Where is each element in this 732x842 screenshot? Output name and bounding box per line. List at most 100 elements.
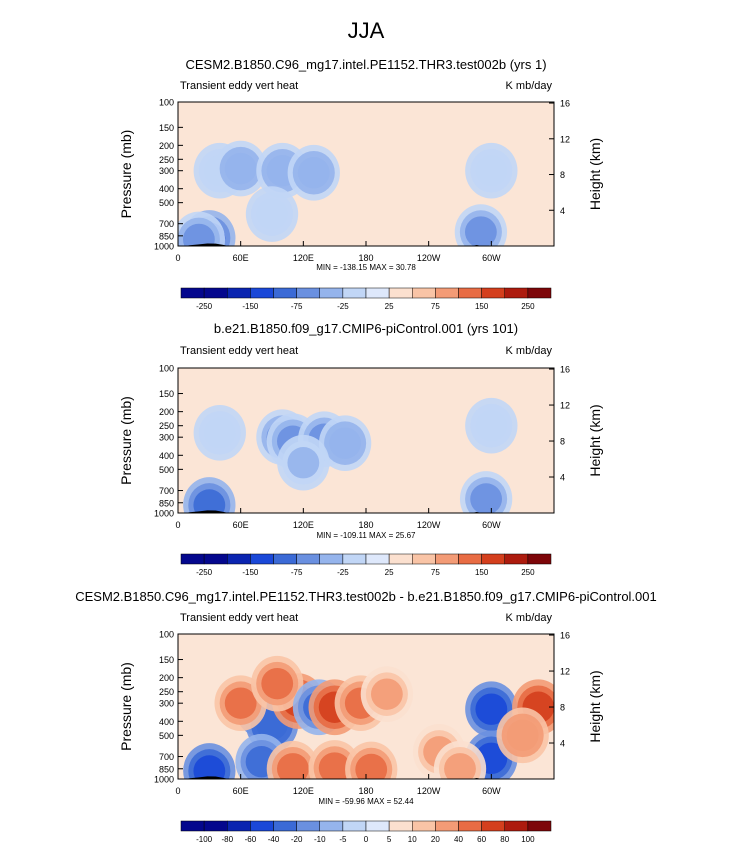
units-label: K mb/day — [506, 345, 553, 357]
panel-1: CESM2.B1850.C96_mg17.intel.PE1152.THR3.t… — [118, 57, 603, 311]
colorbar-box — [296, 287, 320, 299]
x-tick-label: 60E — [233, 520, 249, 530]
y-tick-label: 250 — [159, 155, 174, 165]
heatmap-field — [178, 102, 554, 246]
y-tick-label: 500 — [159, 465, 174, 475]
y-right-tick-label: 16 — [560, 99, 570, 109]
colorbar-label: -25 — [337, 568, 349, 577]
x-tick-label: 180 — [358, 786, 373, 796]
y-right-tick-label: 12 — [560, 667, 570, 677]
y-tick-label: 300 — [159, 699, 174, 709]
colorbar-label: -250 — [196, 568, 213, 577]
y-right-tick-label: 12 — [560, 134, 570, 144]
x-tick-label: 120W — [417, 786, 441, 796]
units-label: K mb/day — [506, 80, 553, 92]
y-right-tick-label: 4 — [560, 473, 565, 483]
x-tick-label: 180 — [358, 253, 373, 263]
colorbar-label: -100 — [196, 835, 213, 842]
colorbar-box — [435, 820, 459, 832]
colorbar-box — [203, 287, 228, 299]
y-tick-label: 1000 — [154, 509, 174, 519]
colorbar-label: 60 — [477, 835, 486, 842]
colorbar-box — [388, 553, 413, 565]
colorbar-box — [481, 553, 505, 565]
colorbar-box — [250, 553, 274, 565]
colorbar-box — [180, 553, 205, 565]
colorbar-box — [250, 820, 274, 832]
colorbar-label: 100 — [521, 835, 535, 842]
colorbar-box — [458, 820, 482, 832]
colorbar-box — [504, 287, 529, 299]
y-tick-label: 100 — [159, 630, 174, 640]
colorbar-label: -75 — [291, 302, 303, 311]
colorbar-label: 10 — [408, 835, 417, 842]
x-tick-label: 0 — [175, 786, 180, 796]
panel-2: b.e21.B1850.f09_g17.CMIP6-piControl.001 … — [118, 321, 603, 577]
colorbar-box — [527, 287, 552, 299]
contour-feature — [182, 223, 215, 246]
y-right-tick-label: 8 — [560, 437, 565, 447]
colorbar-box — [388, 820, 413, 832]
colorbar-box — [481, 820, 505, 832]
x-tick-label: 60W — [482, 253, 501, 263]
contour-feature — [297, 157, 330, 189]
contour-feature — [318, 752, 351, 779]
min-max-stats: MIN = -59.96 MAX = 52.44 — [318, 797, 414, 806]
colorbar-box — [227, 287, 251, 299]
colorbar-box — [412, 553, 436, 565]
colorbar-box — [227, 553, 251, 565]
y-right-tick-label: 4 — [560, 206, 565, 216]
y-tick-label: 150 — [159, 655, 174, 665]
x-tick-label: 60E — [233, 253, 249, 263]
colorbar-label: 40 — [454, 835, 463, 842]
colorbar-label: 250 — [521, 302, 535, 311]
y-tick-label: 850 — [159, 498, 174, 508]
colorbar-label: 0 — [364, 835, 369, 842]
y-tick-label: 250 — [159, 687, 174, 697]
colorbar-box — [365, 287, 390, 299]
y-tick-label: 200 — [159, 673, 174, 683]
y-tick-label: 200 — [159, 141, 174, 151]
colorbar-label: -250 — [196, 302, 213, 311]
colorbar-box — [504, 820, 529, 832]
colorbar-label: 150 — [475, 568, 489, 577]
colorbar-label: -25 — [337, 302, 349, 311]
contour-feature — [224, 687, 257, 719]
y-axis-title: Pressure (mb) — [118, 130, 134, 219]
y-right-tick-label: 8 — [560, 703, 565, 713]
topography-asia — [188, 510, 229, 513]
colorbar-box — [458, 287, 482, 299]
colorbar-box — [180, 820, 205, 832]
y-tick-label: 300 — [159, 166, 174, 176]
colorbar-box — [319, 287, 344, 299]
y-tick-label: 500 — [159, 731, 174, 741]
panel-title: CESM2.B1850.C96_mg17.intel.PE1152.THR3.t… — [185, 57, 546, 72]
contour-feature — [444, 753, 476, 779]
y-right-axis-title: Height (km) — [587, 138, 603, 210]
x-tick-label: 120E — [293, 520, 314, 530]
y-tick-label: 1000 — [154, 242, 174, 252]
x-tick-label: 180 — [358, 520, 373, 530]
panel-title: CESM2.B1850.C96_mg17.intel.PE1152.THR3.t… — [75, 589, 657, 604]
colorbar-box — [227, 820, 251, 832]
y-tick-label: 850 — [159, 764, 174, 774]
y-tick-label: 400 — [159, 717, 174, 727]
colorbar-box — [273, 553, 297, 565]
y-right-tick-label: 4 — [560, 739, 565, 749]
contour-feature — [203, 417, 236, 449]
colorbar-box — [365, 553, 390, 565]
contour-feature — [256, 198, 288, 230]
colorbar-label: 25 — [385, 302, 394, 311]
colorbar-label: 80 — [500, 835, 509, 842]
field-label: Transient eddy vert heat — [180, 345, 298, 357]
y-tick-label: 850 — [159, 231, 174, 241]
contour-feature — [193, 755, 226, 779]
field-label: Transient eddy vert heat — [180, 80, 298, 92]
field-label: Transient eddy vert heat — [180, 612, 298, 624]
y-tick-label: 150 — [159, 389, 174, 399]
colorbar-label: 75 — [431, 302, 440, 311]
y-axis-title: Pressure (mb) — [118, 662, 134, 751]
colorbar-box — [435, 553, 459, 565]
colorbar-box — [365, 820, 390, 832]
y-tick-label: 300 — [159, 433, 174, 443]
